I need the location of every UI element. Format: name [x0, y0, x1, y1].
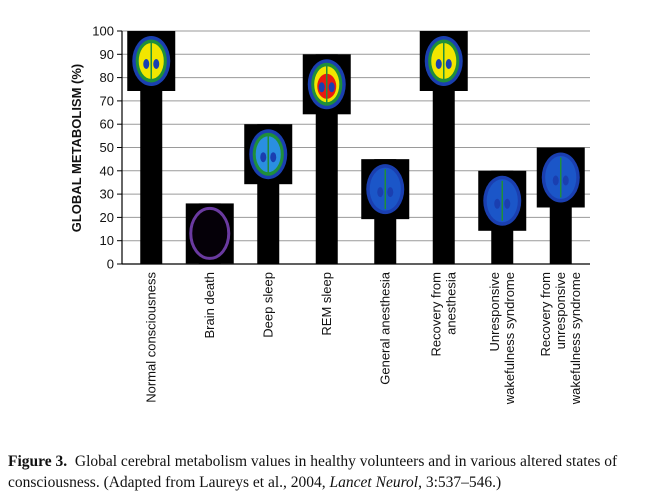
- brain-scan-image: [244, 124, 293, 185]
- brain-scans: [127, 31, 585, 264]
- scan-ventricle: [328, 82, 335, 93]
- brain-scan-image: [536, 147, 585, 208]
- scan-ventricle: [318, 82, 325, 93]
- y-tick-label: 70: [100, 93, 114, 108]
- category-label: REM sleep: [319, 272, 334, 336]
- category-label: Normal consciousness: [143, 272, 158, 403]
- brain-scan-image: [361, 159, 410, 220]
- category-label: Recovery from: [428, 272, 443, 357]
- category-label: Unresponsive: [487, 272, 502, 352]
- scan-ventricle: [435, 59, 442, 69]
- y-tick-label: 0: [107, 257, 114, 272]
- scan-ventricle: [143, 59, 150, 69]
- scan-ventricle: [270, 152, 277, 163]
- brain-scan-image: [185, 203, 234, 264]
- caption-label: Figure 3.: [8, 453, 68, 470]
- brain-scan-image: [478, 170, 527, 231]
- figure-caption: Figure 3. Global cerebral metabolism val…: [8, 451, 653, 493]
- scan-ventricle: [562, 175, 569, 186]
- scan-outline: [189, 206, 231, 260]
- metabolism-chart: 0 10 20 30 40 50 60 70 80 90 100 Normal consciousn…: [69, 24, 590, 405]
- brain-scan-image: [127, 31, 176, 91]
- y-axis-label: GLOBAL METABOLISM (%): [69, 64, 84, 233]
- category-label: anesthesia: [443, 271, 458, 335]
- category-label: Brain death: [202, 272, 217, 339]
- y-tick-label: 80: [100, 70, 114, 85]
- category-labels: Normal consciousness Brain death Deep slee…: [143, 271, 583, 405]
- caption-text-before: Global cerebral metabolism values in hea…: [8, 453, 618, 491]
- scan-ventricle: [445, 59, 452, 69]
- scan-ventricle: [504, 198, 511, 209]
- y-tick-label: 50: [100, 140, 114, 155]
- scan-ventricle: [387, 187, 394, 198]
- category-label: Recovery from: [538, 272, 553, 357]
- scan-ventricle: [153, 59, 160, 69]
- brain-scan-image: [419, 31, 468, 91]
- y-tick-label: 10: [100, 233, 114, 248]
- y-tick-label: 60: [100, 117, 114, 132]
- y-tick-label: 30: [100, 187, 114, 202]
- category-label: General anesthesia: [377, 271, 392, 385]
- scan-ventricle: [494, 198, 501, 209]
- y-tick-label: 100: [92, 24, 114, 39]
- category-label: wakefulness syndrome: [502, 272, 517, 405]
- y-tick-label: 20: [100, 210, 114, 225]
- y-tick-labels: 0 10 20 30 40 50 60 70 80 90 100: [92, 24, 114, 272]
- category-label: Deep sleep: [260, 272, 275, 338]
- y-tick-label: 90: [100, 47, 114, 62]
- brain-scan-image: [302, 54, 351, 115]
- category-label: unresponsive: [553, 272, 568, 349]
- y-tick-label: 40: [100, 163, 114, 178]
- category-label: wakefulness syndrome: [568, 272, 583, 405]
- scan-ventricle: [260, 152, 267, 163]
- caption-text-after: , 3:537–546.): [418, 474, 502, 491]
- scan-ventricle: [377, 187, 384, 198]
- scan-ventricle: [552, 175, 559, 186]
- caption-journal: Lancet Neurol: [329, 474, 419, 491]
